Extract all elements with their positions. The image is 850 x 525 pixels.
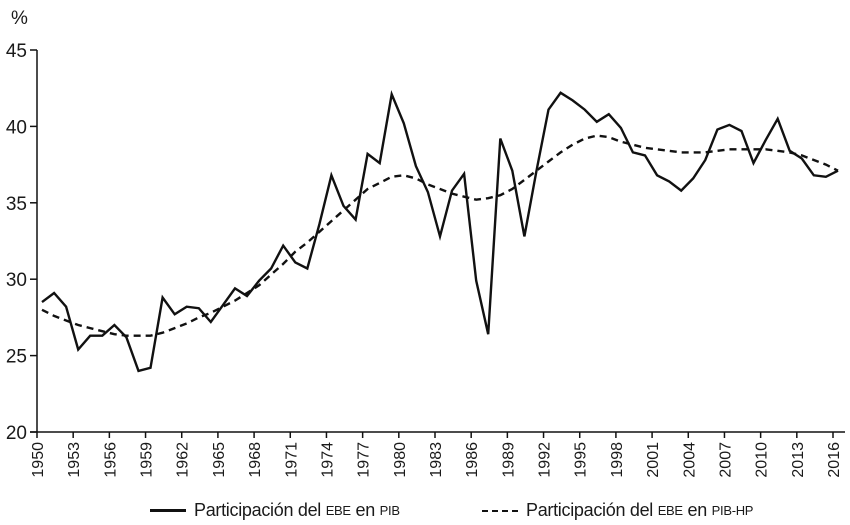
x-tick-label: 2007	[717, 442, 734, 478]
legend-abbr: PIB	[379, 503, 400, 518]
legend-abbr: EBE	[657, 503, 683, 518]
legend-item-ebe-pib: Participación del EBE en PIB	[150, 500, 400, 521]
series-line-ebe-pib	[41, 90, 839, 373]
y-tick-label: 35	[6, 194, 27, 215]
x-tick-label: 1989	[500, 442, 517, 478]
x-tick-label: 1998	[609, 442, 626, 478]
x-tick-label: 1959	[139, 442, 156, 478]
x-tick-label: 1971	[283, 442, 300, 478]
y-axis-unit-label: %	[11, 8, 28, 29]
legend-text: en	[355, 500, 376, 520]
legend: Participación del EBE en PIB Participaci…	[0, 500, 850, 524]
x-axis: 1950 1953 1956 1959 1962 1965 1968 1971 1974 1977…	[30, 432, 843, 478]
x-tick-label: 2001	[645, 442, 662, 478]
x-tick-label: 1977	[356, 442, 373, 478]
x-tick-label: 1962	[175, 442, 192, 478]
legend-text: Participación del	[194, 500, 321, 520]
y-tick-label: 45	[6, 41, 27, 62]
x-tick-label: 1956	[102, 442, 119, 478]
x-tick-label: 1986	[464, 442, 481, 478]
x-tick-label: 1974	[319, 442, 336, 478]
x-tick-label: 1950	[30, 442, 47, 478]
solid-line-swatch-icon	[150, 509, 186, 512]
series-line-ebe-pib-hp	[41, 134, 839, 337]
x-tick-label: 2016	[826, 442, 843, 478]
y-tick-label: 40	[6, 117, 27, 138]
x-tick-label: 1953	[66, 442, 83, 478]
x-tick-label: 2013	[790, 442, 807, 478]
legend-item-ebe-pib-hp: Participación del EBE en PIB-HP	[482, 500, 753, 521]
y-tick-label: 20	[6, 423, 27, 444]
x-tick-label: 2010	[754, 442, 771, 478]
legend-abbr: PIB-HP	[711, 503, 754, 518]
x-tick-label: 1968	[247, 442, 264, 478]
legend-abbr: EBE	[325, 503, 351, 518]
y-tick-label: 30	[6, 270, 27, 291]
x-tick-label: 1983	[428, 442, 445, 478]
legend-text: Participación del	[526, 500, 653, 520]
x-tick-label: 1992	[537, 442, 554, 478]
legend-text: en	[687, 500, 708, 520]
y-tick-label: 25	[6, 347, 27, 368]
y-axis: 20 25 30 35 40 45	[6, 41, 37, 444]
x-tick-label: 2004	[681, 442, 698, 478]
x-tick-label: 1965	[211, 442, 228, 478]
x-tick-label: 1980	[392, 442, 409, 478]
dashed-line-swatch-icon	[482, 509, 518, 512]
x-tick-label: 1995	[573, 442, 590, 478]
